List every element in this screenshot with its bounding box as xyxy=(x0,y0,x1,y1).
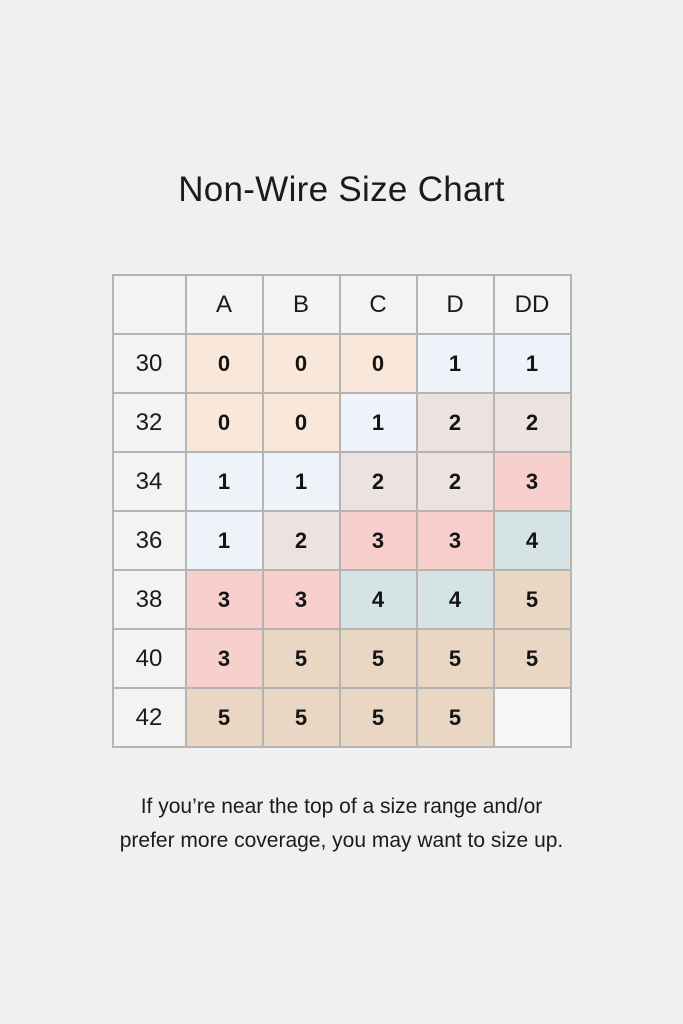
cell-38-C: 4 xyxy=(338,569,418,630)
cell-38-B: 3 xyxy=(261,569,341,630)
cell-40-C: 5 xyxy=(338,628,418,689)
cell-32-C: 1 xyxy=(338,392,418,453)
row-header-32: 32 xyxy=(111,392,187,453)
header-row: A B C D DD xyxy=(111,274,572,335)
column-header-D: D xyxy=(415,274,495,335)
table-row-34: 34 1 1 2 2 3 xyxy=(111,451,572,512)
column-header-C: C xyxy=(338,274,418,335)
cell-30-A: 0 xyxy=(184,333,264,394)
footnote: If you’re near the top of a size range a… xyxy=(0,790,683,858)
cell-40-B: 5 xyxy=(261,628,341,689)
cell-38-DD: 5 xyxy=(492,569,572,630)
cell-32-B: 0 xyxy=(261,392,341,453)
footnote-line-1: If you’re near the top of a size range a… xyxy=(140,795,543,818)
cell-34-A: 1 xyxy=(184,451,264,512)
table-row-38: 38 3 3 4 4 5 xyxy=(111,569,572,630)
footnote-line-2: prefer more coverage, you may want to si… xyxy=(119,829,564,852)
cell-32-A: 0 xyxy=(184,392,264,453)
cell-30-B: 0 xyxy=(261,333,341,394)
cell-36-B: 2 xyxy=(261,510,341,571)
cell-42-C: 5 xyxy=(338,687,418,748)
cell-36-D: 3 xyxy=(415,510,495,571)
cell-36-C: 3 xyxy=(338,510,418,571)
size-chart-page: Non-Wire Size Chart A B C D DD 30 0 0 0 1 1 32 0 0 1 2… xyxy=(0,170,683,858)
corner-cell xyxy=(111,274,187,335)
row-header-30: 30 xyxy=(111,333,187,394)
cell-42-D: 5 xyxy=(415,687,495,748)
cell-34-D: 2 xyxy=(415,451,495,512)
row-header-38: 38 xyxy=(111,569,187,630)
table-row-40: 40 3 5 5 5 5 xyxy=(111,628,572,689)
column-header-B: B xyxy=(261,274,341,335)
cell-34-DD: 3 xyxy=(492,451,572,512)
cell-36-DD: 4 xyxy=(492,510,572,571)
cell-40-D: 5 xyxy=(415,628,495,689)
page-title: Non-Wire Size Chart xyxy=(178,170,505,209)
row-header-40: 40 xyxy=(111,628,187,689)
cell-32-DD: 2 xyxy=(492,392,572,453)
table-row-42: 42 5 5 5 5 xyxy=(111,687,572,748)
cell-36-A: 1 xyxy=(184,510,264,571)
cell-40-A: 3 xyxy=(184,628,264,689)
cell-34-B: 1 xyxy=(261,451,341,512)
cell-38-D: 4 xyxy=(415,569,495,630)
cell-42-DD xyxy=(492,687,572,748)
table-row-36: 36 1 2 3 3 4 xyxy=(111,510,572,571)
cell-38-A: 3 xyxy=(184,569,264,630)
column-header-DD: DD xyxy=(492,274,572,335)
cell-40-DD: 5 xyxy=(492,628,572,689)
column-header-A: A xyxy=(184,274,264,335)
row-header-34: 34 xyxy=(111,451,187,512)
row-header-36: 36 xyxy=(111,510,187,571)
cell-30-DD: 1 xyxy=(492,333,572,394)
size-chart-body: 30 0 0 0 1 1 32 0 0 1 2 2 34 1 1 2 2 3 36 1 2 3 3 4 38 3 3 4 4 5 40 3 5 5… xyxy=(111,333,572,748)
cell-32-D: 2 xyxy=(415,392,495,453)
size-chart-table: A B C D DD 30 0 0 0 1 1 32 0 0 1 2 2 34 1 1 2 2 3 36 1 2 3 3 4 38 3 3 4… xyxy=(111,274,572,748)
table-row-32: 32 0 0 1 2 2 xyxy=(111,392,572,453)
cell-42-A: 5 xyxy=(184,687,264,748)
row-header-42: 42 xyxy=(111,687,187,748)
size-chart-header: A B C D DD xyxy=(111,274,572,335)
cell-30-D: 1 xyxy=(415,333,495,394)
cell-30-C: 0 xyxy=(338,333,418,394)
cell-42-B: 5 xyxy=(261,687,341,748)
cell-34-C: 2 xyxy=(338,451,418,512)
table-row-30: 30 0 0 0 1 1 xyxy=(111,333,572,394)
